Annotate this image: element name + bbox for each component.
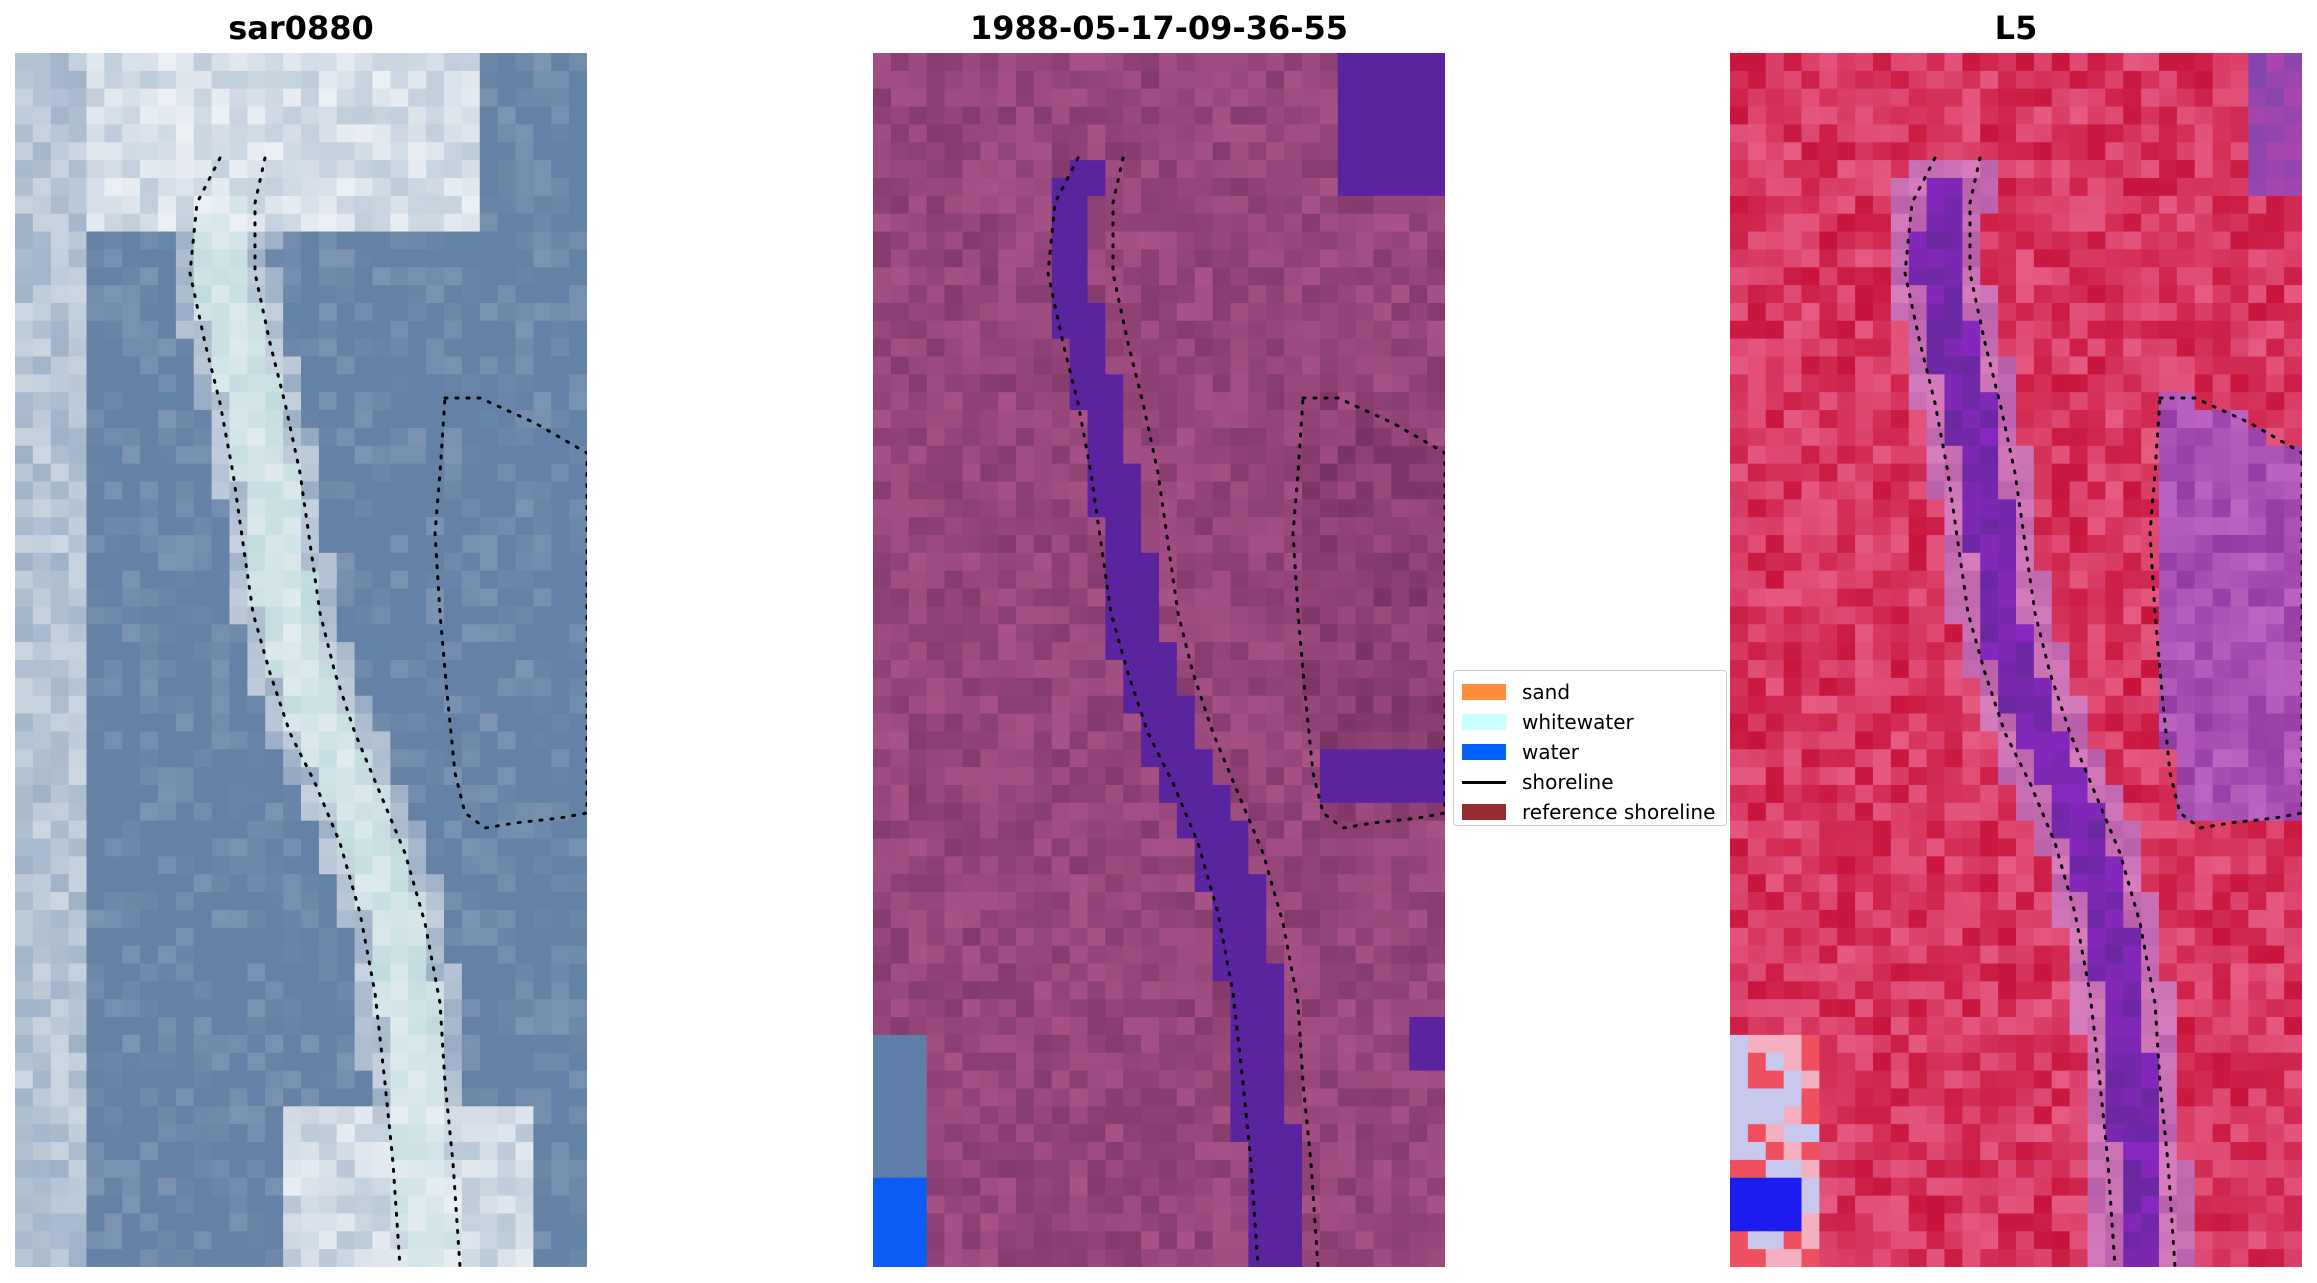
legend-label-reference-shoreline: reference shoreline xyxy=(1522,800,1716,824)
lagoon-shoreline-dots xyxy=(1291,396,1445,830)
classified-raster xyxy=(873,53,1445,1267)
lagoon-shoreline-dots xyxy=(2148,396,2302,830)
shoreline-left-dots xyxy=(188,156,402,1267)
shoreline-right-dots xyxy=(1968,156,2177,1267)
shoreline-right-dots xyxy=(1111,156,1320,1267)
legend-label-water: water xyxy=(1522,740,1579,764)
rgb-raster xyxy=(15,53,587,1267)
legend: sand whitewater water shoreline referenc… xyxy=(1453,670,1727,826)
legend-swatch-water xyxy=(1462,744,1506,760)
classified-image-panel xyxy=(873,53,1445,1267)
panel-title-rgb: sar0880 xyxy=(228,9,374,47)
legend-label-sand: sand xyxy=(1522,680,1571,704)
index-raster xyxy=(1730,53,2302,1267)
shoreline-left-dots xyxy=(1046,156,1260,1267)
panel-title-classified: 1988-05-17-09-36-55 xyxy=(969,9,1349,47)
legend-label-whitewater: whitewater xyxy=(1522,710,1634,734)
rgb-image-panel xyxy=(15,53,587,1267)
legend-swatch-shoreline xyxy=(1462,780,1506,784)
legend-item-whitewater: whitewater xyxy=(1462,707,1726,737)
index-image-panel xyxy=(1730,53,2302,1267)
panel-title-index: L5 xyxy=(1994,9,2038,47)
legend-item-shoreline: shoreline xyxy=(1462,767,1726,797)
legend-swatch-sand xyxy=(1462,684,1506,700)
legend-swatch-whitewater xyxy=(1462,714,1506,730)
shoreline-right-dots xyxy=(253,156,462,1267)
legend-label-shoreline: shoreline xyxy=(1522,770,1614,794)
legend-swatch-reference-shoreline xyxy=(1462,804,1506,820)
legend-item-sand: sand xyxy=(1462,677,1726,707)
legend-item-water: water xyxy=(1462,737,1726,767)
lagoon-shoreline-dots xyxy=(433,396,587,830)
legend-item-reference-shoreline: reference shoreline xyxy=(1462,797,1726,827)
shoreline-left-dots xyxy=(1903,156,2117,1267)
